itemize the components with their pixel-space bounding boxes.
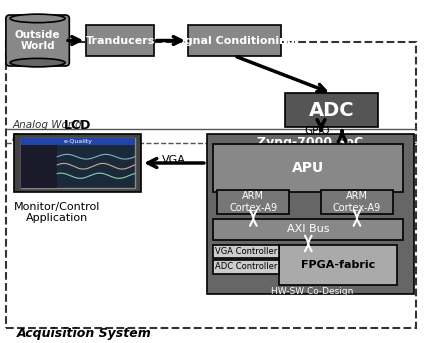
FancyBboxPatch shape — [279, 245, 397, 285]
Text: Signal Conditioning: Signal Conditioning — [173, 36, 295, 46]
Text: ARM
Cortex-A9: ARM Cortex-A9 — [333, 191, 381, 213]
Text: e-Quality: e-Quality — [63, 139, 92, 144]
Text: VGA: VGA — [162, 155, 186, 165]
Text: Acquisition System: Acquisition System — [17, 327, 151, 340]
Text: Tranducers: Tranducers — [85, 36, 155, 46]
FancyBboxPatch shape — [213, 219, 403, 239]
Text: FPGA-fabric: FPGA-fabric — [301, 260, 375, 270]
FancyBboxPatch shape — [188, 25, 281, 56]
FancyBboxPatch shape — [21, 139, 135, 145]
Text: Analog World: Analog World — [12, 120, 82, 130]
Text: Digital World: Digital World — [12, 133, 80, 143]
Text: Zynq-7000 SoC: Zynq-7000 SoC — [257, 136, 363, 149]
FancyBboxPatch shape — [285, 93, 378, 127]
FancyBboxPatch shape — [217, 190, 289, 214]
Text: ADC: ADC — [309, 101, 354, 120]
Text: ARM
Cortex-A9: ARM Cortex-A9 — [229, 191, 277, 213]
Text: Monitor/Control
Application: Monitor/Control Application — [14, 202, 100, 223]
Text: GPIO: GPIO — [304, 126, 330, 137]
FancyBboxPatch shape — [86, 25, 154, 56]
Text: LCD: LCD — [64, 119, 92, 132]
Text: Outside
World: Outside World — [15, 30, 60, 51]
FancyBboxPatch shape — [213, 245, 279, 258]
Text: APU: APU — [292, 161, 325, 175]
Text: HW-SW Co-Design: HW-SW Co-Design — [271, 287, 354, 296]
FancyBboxPatch shape — [21, 145, 57, 188]
Ellipse shape — [10, 58, 65, 67]
FancyBboxPatch shape — [14, 134, 141, 192]
Text: AXI Bus: AXI Bus — [287, 224, 330, 234]
Text: VGA Controller: VGA Controller — [215, 247, 277, 256]
Ellipse shape — [10, 14, 65, 23]
FancyBboxPatch shape — [207, 134, 414, 294]
FancyBboxPatch shape — [213, 144, 403, 192]
Text: ADC Controller: ADC Controller — [215, 262, 277, 271]
FancyBboxPatch shape — [21, 139, 135, 188]
FancyBboxPatch shape — [6, 15, 69, 66]
FancyBboxPatch shape — [213, 260, 279, 274]
FancyBboxPatch shape — [321, 190, 393, 214]
